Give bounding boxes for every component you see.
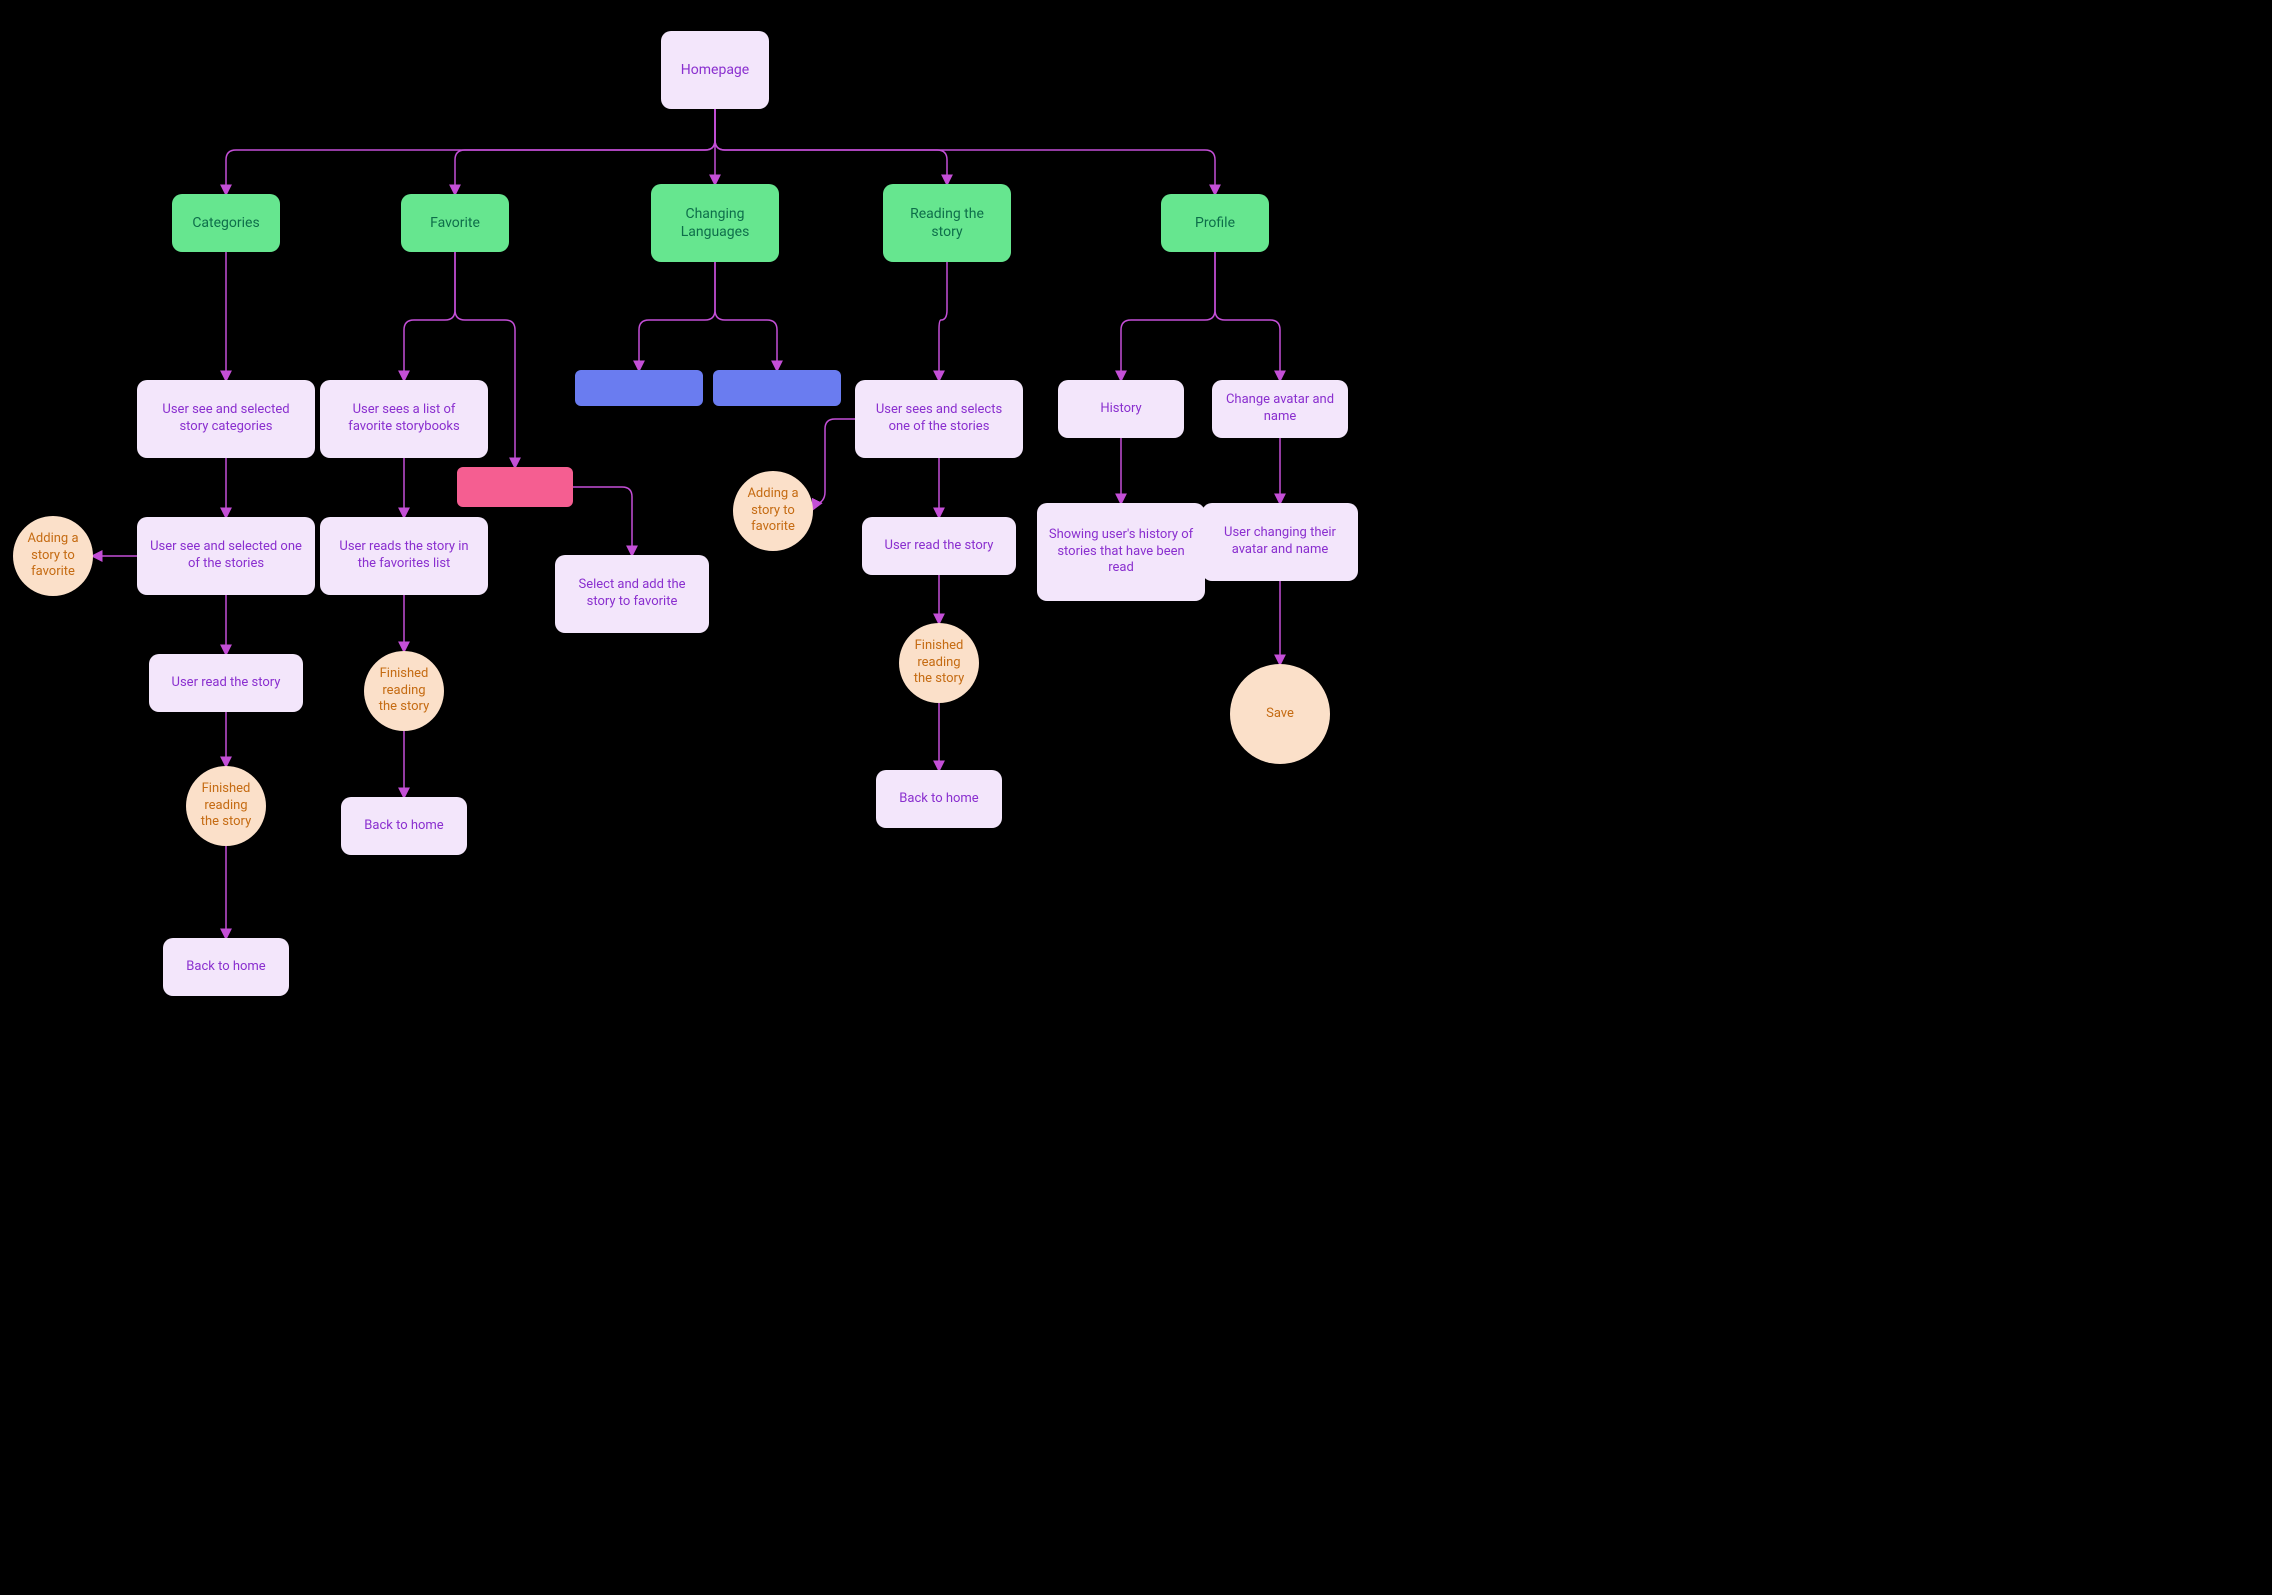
node-cat_fin: Finished reading the story	[186, 766, 266, 846]
node-label: User changing their avatar and name	[1212, 525, 1348, 559]
node-fav: Favorite	[401, 194, 509, 252]
node-label: Showing user's history of stories that h…	[1047, 527, 1195, 578]
node-pr_save: Save	[1230, 664, 1330, 764]
edge-chlang-to-blue1	[639, 262, 715, 370]
node-readsty: Reading the story	[883, 184, 1011, 262]
node-label: History	[1100, 401, 1141, 418]
node-label: Back to home	[186, 959, 265, 976]
node-label: Profile	[1195, 214, 1235, 232]
flowchart-canvas: Homepage Categories Favorite Changing Langu…	[0, 0, 1536, 1079]
node-cat_one: User see and selected one of the stories	[137, 517, 315, 595]
node-rs_addfav: Adding a story to favorite	[733, 471, 813, 551]
node-rs_back: Back to home	[876, 770, 1002, 828]
edge-readsty-to-rs_sel	[939, 262, 947, 380]
node-label: Homepage	[681, 61, 749, 79]
edge-profile-to-pr_hist	[1121, 252, 1215, 380]
node-label: Finished reading the story	[194, 781, 258, 832]
node-cat_read: User read the story	[149, 654, 303, 712]
node-label: User see and selected story categories	[147, 402, 305, 436]
node-label: User read the story	[885, 538, 994, 555]
node-blue1	[575, 370, 703, 406]
node-cat_see: User see and selected story categories	[137, 380, 315, 458]
edge-homepage-to-cat	[226, 109, 715, 194]
node-cat_addfav: Adding a story to favorite	[13, 516, 93, 596]
node-label: Favorite	[430, 214, 480, 232]
node-label: Changing Languages	[661, 205, 769, 241]
node-label: Reading the story	[893, 205, 1001, 241]
node-cat_back: Back to home	[163, 938, 289, 996]
node-pink_sel: Select and add the story to favorite	[555, 555, 709, 633]
node-label: Change avatar and name	[1222, 392, 1338, 426]
edge-homepage-to-profile	[715, 109, 1215, 194]
node-label: Adding a story to favorite	[21, 531, 85, 582]
node-fav_fin: Finished reading the story	[364, 651, 444, 731]
node-rs_read: User read the story	[862, 517, 1016, 575]
edge-homepage-to-fav	[455, 109, 715, 194]
node-label: User see and selected one of the stories	[147, 539, 305, 573]
node-label: Save	[1266, 706, 1294, 723]
node-label: Finished reading the story	[372, 666, 436, 717]
node-label: User reads the story in the favorites li…	[330, 539, 478, 573]
node-label: Categories	[192, 214, 259, 232]
node-pr_hist: History	[1058, 380, 1184, 438]
node-profile: Profile	[1161, 194, 1269, 252]
edge-rs_sel-to-rs_addfav	[813, 419, 855, 509]
node-label: Adding a story to favorite	[741, 486, 805, 537]
node-label: Back to home	[899, 791, 978, 808]
edge-chlang-to-blue2	[715, 262, 777, 370]
node-chlang: Changing Languages	[651, 184, 779, 262]
node-label: User read the story	[172, 675, 281, 692]
node-rs_sel: User sees and selects one of the stories	[855, 380, 1023, 458]
node-blue2	[713, 370, 841, 406]
edge-profile-to-pr_ch	[1215, 252, 1280, 380]
node-pr_ch2: User changing their avatar and name	[1202, 503, 1358, 581]
node-fav_read: User reads the story in the favorites li…	[320, 517, 488, 595]
node-pink	[457, 467, 573, 507]
node-label: Back to home	[364, 818, 443, 835]
node-label: User sees a list of favorite storybooks	[330, 402, 478, 436]
edge-pink-to-pink_sel	[573, 487, 632, 555]
node-fav_back: Back to home	[341, 797, 467, 855]
node-homepage: Homepage	[661, 31, 769, 109]
edge-homepage-to-readsty	[715, 109, 947, 184]
node-label: Select and add the story to favorite	[565, 577, 699, 611]
node-pr_ch: Change avatar and name	[1212, 380, 1348, 438]
node-label: Finished reading the story	[907, 638, 971, 689]
node-pr_hist2: Showing user's history of stories that h…	[1037, 503, 1205, 601]
node-label: User sees and selects one of the stories	[865, 402, 1013, 436]
node-rs_fin: Finished reading the story	[899, 623, 979, 703]
edge-fav-to-fav_list	[404, 252, 455, 380]
node-fav_list: User sees a list of favorite storybooks	[320, 380, 488, 458]
node-cat: Categories	[172, 194, 280, 252]
